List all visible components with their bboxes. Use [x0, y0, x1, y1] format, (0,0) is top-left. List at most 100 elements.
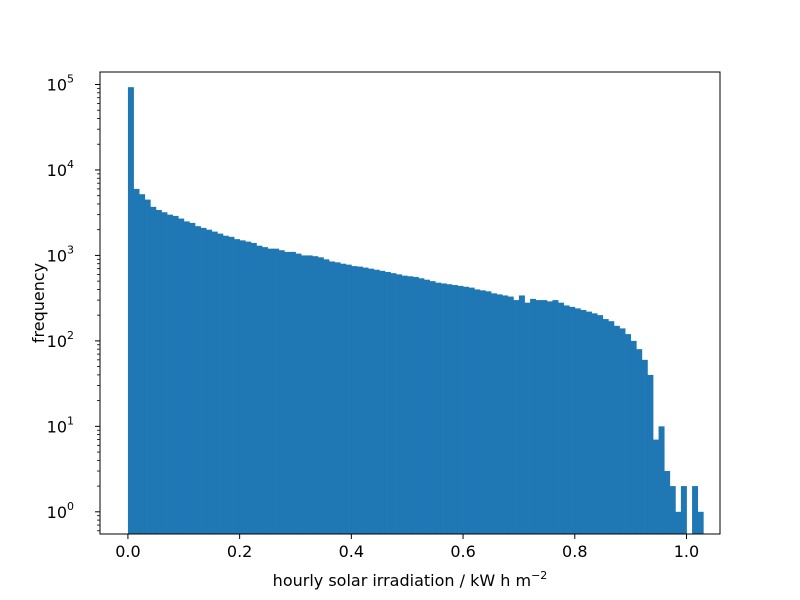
bars-group: [127, 87, 704, 535]
y-tick-label: 102: [47, 329, 74, 351]
histogram-bar: [407, 276, 414, 534]
histogram-bar: [234, 239, 241, 534]
histogram-bar: [161, 212, 168, 534]
histogram-bar: [619, 328, 626, 534]
y-tick-label: 104: [47, 158, 74, 180]
histogram-bar: [468, 287, 475, 534]
histogram-bar: [423, 279, 430, 534]
histogram-bar: [574, 308, 581, 534]
histogram-bar: [658, 426, 665, 534]
histogram-bar: [211, 231, 218, 534]
histogram-bar: [267, 248, 274, 534]
histogram-bar: [485, 291, 492, 534]
histogram-bar: [312, 256, 319, 534]
histogram-bar: [463, 286, 470, 534]
x-tick-label: 1.0: [674, 542, 699, 561]
histogram-bar: [636, 349, 643, 534]
histogram-bar: [373, 269, 380, 534]
y-axis-ticks: 100 101 102 103 104 105: [47, 72, 100, 532]
histogram-bar: [664, 471, 671, 534]
histogram-bar: [144, 199, 151, 534]
histogram-bar: [591, 313, 598, 534]
histogram-bar: [323, 259, 330, 534]
histogram-bar: [278, 250, 285, 535]
histogram-bar: [250, 242, 257, 534]
histogram-bar: [334, 262, 341, 534]
x-tick-label: 0.0: [115, 542, 140, 561]
histogram-bar: [546, 301, 553, 534]
histogram-bar: [457, 285, 464, 534]
histogram-bar: [692, 486, 699, 534]
histogram-bar: [206, 229, 213, 534]
x-axis-label-exponent: −2: [531, 569, 547, 582]
histogram-bar: [368, 268, 375, 534]
x-tick-label: 0.2: [227, 542, 252, 561]
plot-area-frame: [99, 71, 721, 535]
histogram-bar: [429, 281, 436, 534]
histogram-bar: [384, 271, 391, 534]
histogram-bar: [669, 486, 676, 534]
histogram-bar: [178, 218, 185, 535]
histogram-bar: [647, 374, 654, 534]
histogram-bar: [340, 263, 347, 534]
histogram-bar: [474, 289, 481, 534]
histogram-bar: [440, 283, 447, 534]
y-tick-label: 101: [47, 414, 74, 436]
histogram-bar: [625, 334, 632, 534]
histogram-bar: [518, 295, 525, 534]
histogram-bar: [652, 439, 659, 534]
histogram-bar: [580, 309, 587, 534]
histogram-bar: [507, 296, 514, 534]
histogram-bar: [172, 215, 179, 534]
histogram-bar: [558, 302, 565, 534]
histogram-bar: [541, 300, 548, 534]
histogram-bar: [697, 511, 704, 534]
histogram-bar: [306, 255, 313, 535]
histogram-bar: [418, 278, 425, 534]
histogram-bar: [329, 261, 335, 534]
histogram-bar: [362, 267, 369, 534]
histogram-bar: [535, 300, 542, 534]
histogram-bar: [155, 209, 162, 535]
histogram-bar: [479, 290, 486, 534]
histogram-bar: [379, 270, 386, 534]
histogram-bar: [524, 302, 531, 534]
y-tick-label: 105: [47, 72, 74, 94]
histogram-bar: [396, 274, 403, 534]
histogram-bar: [585, 311, 592, 534]
histogram-bar: [641, 359, 648, 534]
histogram-bar: [139, 194, 146, 534]
x-tick-label: 0.8: [562, 542, 587, 561]
histogram-bar: [127, 87, 134, 535]
y-tick-label: 100: [47, 500, 74, 522]
histogram-bar: [351, 266, 358, 534]
histogram-bar: [228, 236, 235, 534]
y-axis-label: frequency: [29, 263, 48, 343]
histogram-bar: [597, 315, 604, 534]
histogram-bar: [194, 226, 201, 534]
histogram-bar: [345, 264, 352, 534]
histogram-bar: [412, 276, 419, 534]
histogram-bar: [613, 325, 620, 534]
y-tick-label: 103: [47, 243, 74, 265]
histogram-bar: [256, 245, 263, 534]
histogram-bar: [490, 293, 497, 534]
histogram-bar: [245, 241, 252, 534]
x-axis-ticks: 0.0 0.2 0.4 0.6 0.8 1.0: [115, 534, 699, 561]
histogram-bar: [435, 282, 442, 534]
histogram-bar: [167, 214, 174, 534]
histogram-bar: [390, 273, 397, 534]
histogram-bar: [608, 321, 615, 534]
histogram-bar: [301, 255, 308, 535]
histogram-bar: [552, 300, 559, 534]
histogram-bar: [273, 248, 280, 534]
histogram-bar: [446, 284, 453, 534]
x-tick-label: 0.4: [339, 542, 364, 561]
histogram-bar: [496, 294, 503, 534]
histogram-bar: [680, 486, 687, 534]
histogram-bar: [563, 305, 570, 534]
histogram-bar: [451, 285, 458, 534]
histogram-bar: [261, 247, 268, 534]
histogram-bar: [569, 306, 576, 534]
histogram-bar: [675, 511, 682, 534]
